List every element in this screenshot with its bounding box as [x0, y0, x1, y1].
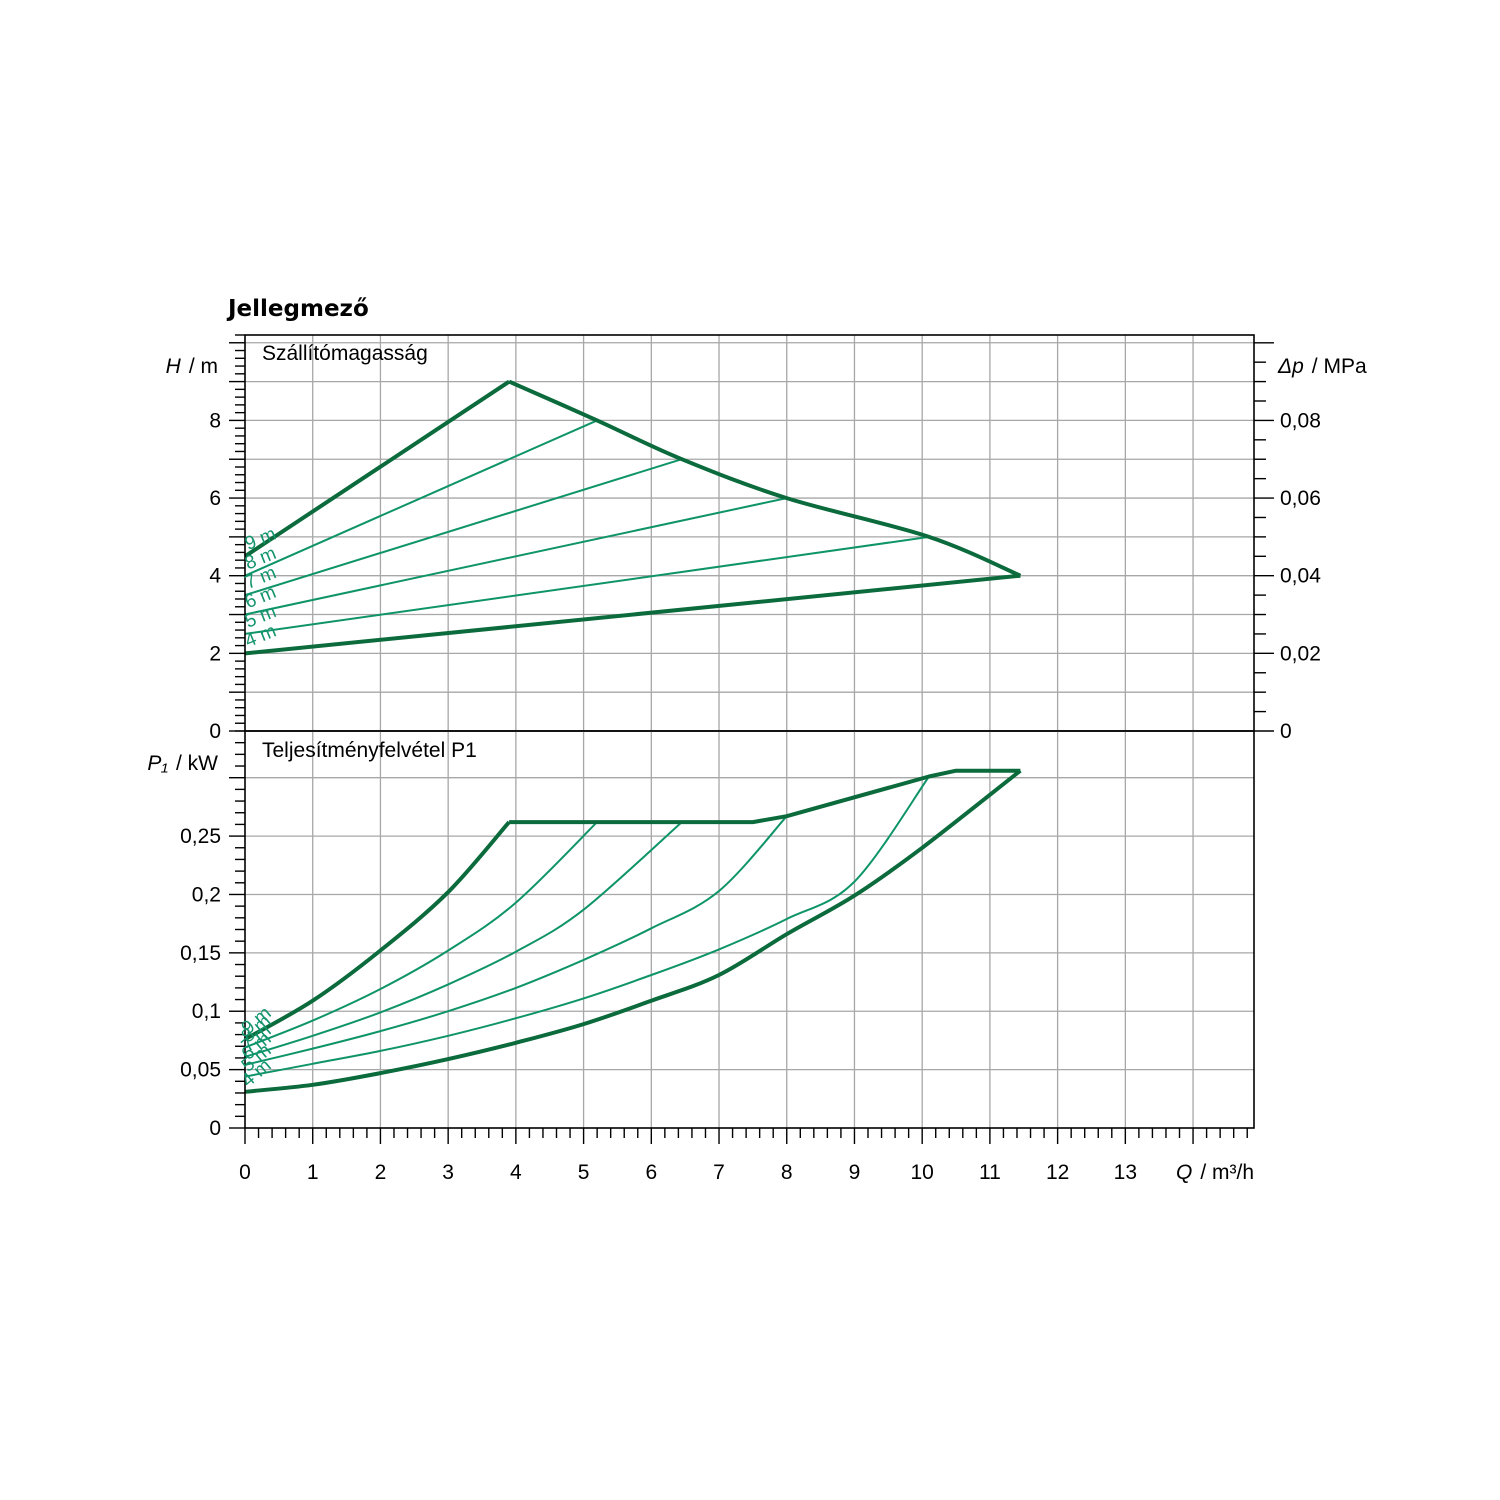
- flow-tick-label: 4: [510, 1161, 522, 1184]
- pressure-tick-label: 0: [1280, 720, 1292, 743]
- head-curve-5-m: [244, 535, 930, 635]
- pressure-axis-label: Δp / MPa: [1277, 355, 1367, 378]
- power-tick-label: 0,15: [180, 942, 221, 965]
- power-tick-label: 0,05: [180, 1059, 221, 1082]
- pressure-tick-label: 0,08: [1280, 409, 1321, 432]
- flow-axis-unit: / m³/h: [1200, 1161, 1254, 1184]
- flow-tick-label: 6: [645, 1161, 657, 1184]
- flow-tick-label: 12: [1046, 1161, 1069, 1184]
- flow-tick-label: 11: [979, 1161, 1001, 1184]
- power-tick-label: 0: [209, 1117, 221, 1140]
- chart-heading: Jellegmező: [226, 296, 369, 322]
- head-curve-6-m: [244, 497, 787, 616]
- flow-tick-label: 2: [375, 1161, 387, 1184]
- head-curve-8-m: [244, 419, 598, 577]
- head-panel-title: Szállítómagasság: [262, 342, 428, 365]
- head-max-curve-line: [508, 379, 1022, 578]
- head-axis-label: H / m: [166, 355, 218, 378]
- flow-axis-var: Q: [1176, 1161, 1192, 1184]
- power-panel: 00,050,10,150,20,25 0 1 2 3 4 5 6 7 8 9 10 11 12 13 9…: [147, 730, 1255, 1184]
- power-tick-label: 0,1: [192, 1000, 221, 1023]
- power-axis-label: P₁ / kW: [147, 752, 218, 775]
- head-tick-label: 2: [209, 642, 221, 665]
- head-tick-label: 8: [209, 409, 221, 432]
- power-tick-label: 0,2: [192, 883, 221, 906]
- flow-tick-label: 9: [849, 1161, 861, 1184]
- head-max-curve: [508, 379, 1022, 578]
- flow-tick-label: 1: [307, 1161, 319, 1184]
- power-curve-9-m: [244, 820, 511, 1042]
- head-y-ticks: 0 2 4 6 8: [209, 334, 245, 743]
- flow-axis-label: Q / m³/h: [1176, 1161, 1254, 1184]
- head-tick-label: 6: [209, 487, 221, 510]
- power-curve-7-m: [244, 821, 683, 1058]
- pressure-axis-var: Δp: [1277, 355, 1304, 378]
- flow-tick-label: 0: [239, 1161, 251, 1184]
- power-panel-title: Teljesítményfelvétel P1: [262, 739, 477, 762]
- head-panel: 0 2 4 6 8 0 0,02 0,04 0,06 0,08 9 m8 m7 m6 m5 m4…: [166, 334, 1367, 743]
- power-curves: [244, 769, 1022, 1094]
- head-curve-4-m: [244, 573, 1021, 656]
- flow-tick-label: 13: [1114, 1161, 1137, 1184]
- head-axis-var: H: [166, 355, 182, 378]
- flow-tick-label: 8: [781, 1161, 793, 1184]
- power-curve-labels: 9 m8 m7 m6 m5 m4 m: [238, 1003, 276, 1092]
- flow-tick-label: 10: [911, 1161, 934, 1184]
- head-curve-9-m: [243, 379, 511, 558]
- power-axis-unit: / kW: [176, 752, 218, 775]
- pressure-tick-label: 0,06: [1280, 487, 1321, 510]
- power-max-curve: [509, 768, 1021, 825]
- power-tick-label: 0,25: [180, 825, 221, 848]
- power-grid: [245, 731, 1254, 1128]
- flow-tick-label: 3: [442, 1161, 454, 1184]
- power-y-ticks: 0 0,05 0,1 0,15 0,2 0,25: [180, 730, 245, 1140]
- power-max-curve-line: [509, 768, 1021, 825]
- head-grid: [245, 335, 1254, 731]
- head-tick-label: 0: [209, 720, 221, 743]
- head-curve-7-m: [244, 458, 683, 597]
- head-curves: [243, 379, 1021, 656]
- pressure-y-ticks: 0 0,02 0,04 0,06 0,08: [1254, 342, 1321, 743]
- flow-x-ticks: 0 1 2 3 4 5 6 7 8 9 10 11 12 13: [239, 1128, 1248, 1184]
- pressure-axis-unit: / MPa: [1312, 355, 1367, 378]
- power-curve-4-m: [244, 769, 1022, 1094]
- head-curve-labels: 9 m8 m7 m6 m5 m4 m: [242, 524, 279, 652]
- power-curve-5-m: [244, 775, 930, 1078]
- power-curve-8-m: [244, 821, 598, 1049]
- power-axis-var: P₁: [147, 752, 168, 775]
- pressure-tick-label: 0,04: [1280, 565, 1321, 588]
- head-tick-label: 4: [209, 565, 221, 588]
- head-plot-frame: [244, 334, 1255, 732]
- flow-tick-label: 7: [713, 1161, 725, 1184]
- power-curve-6-m: [244, 815, 788, 1066]
- head-axis-unit: / m: [189, 355, 218, 378]
- flow-tick-label: 5: [578, 1161, 590, 1184]
- pressure-tick-label: 0,02: [1280, 642, 1321, 665]
